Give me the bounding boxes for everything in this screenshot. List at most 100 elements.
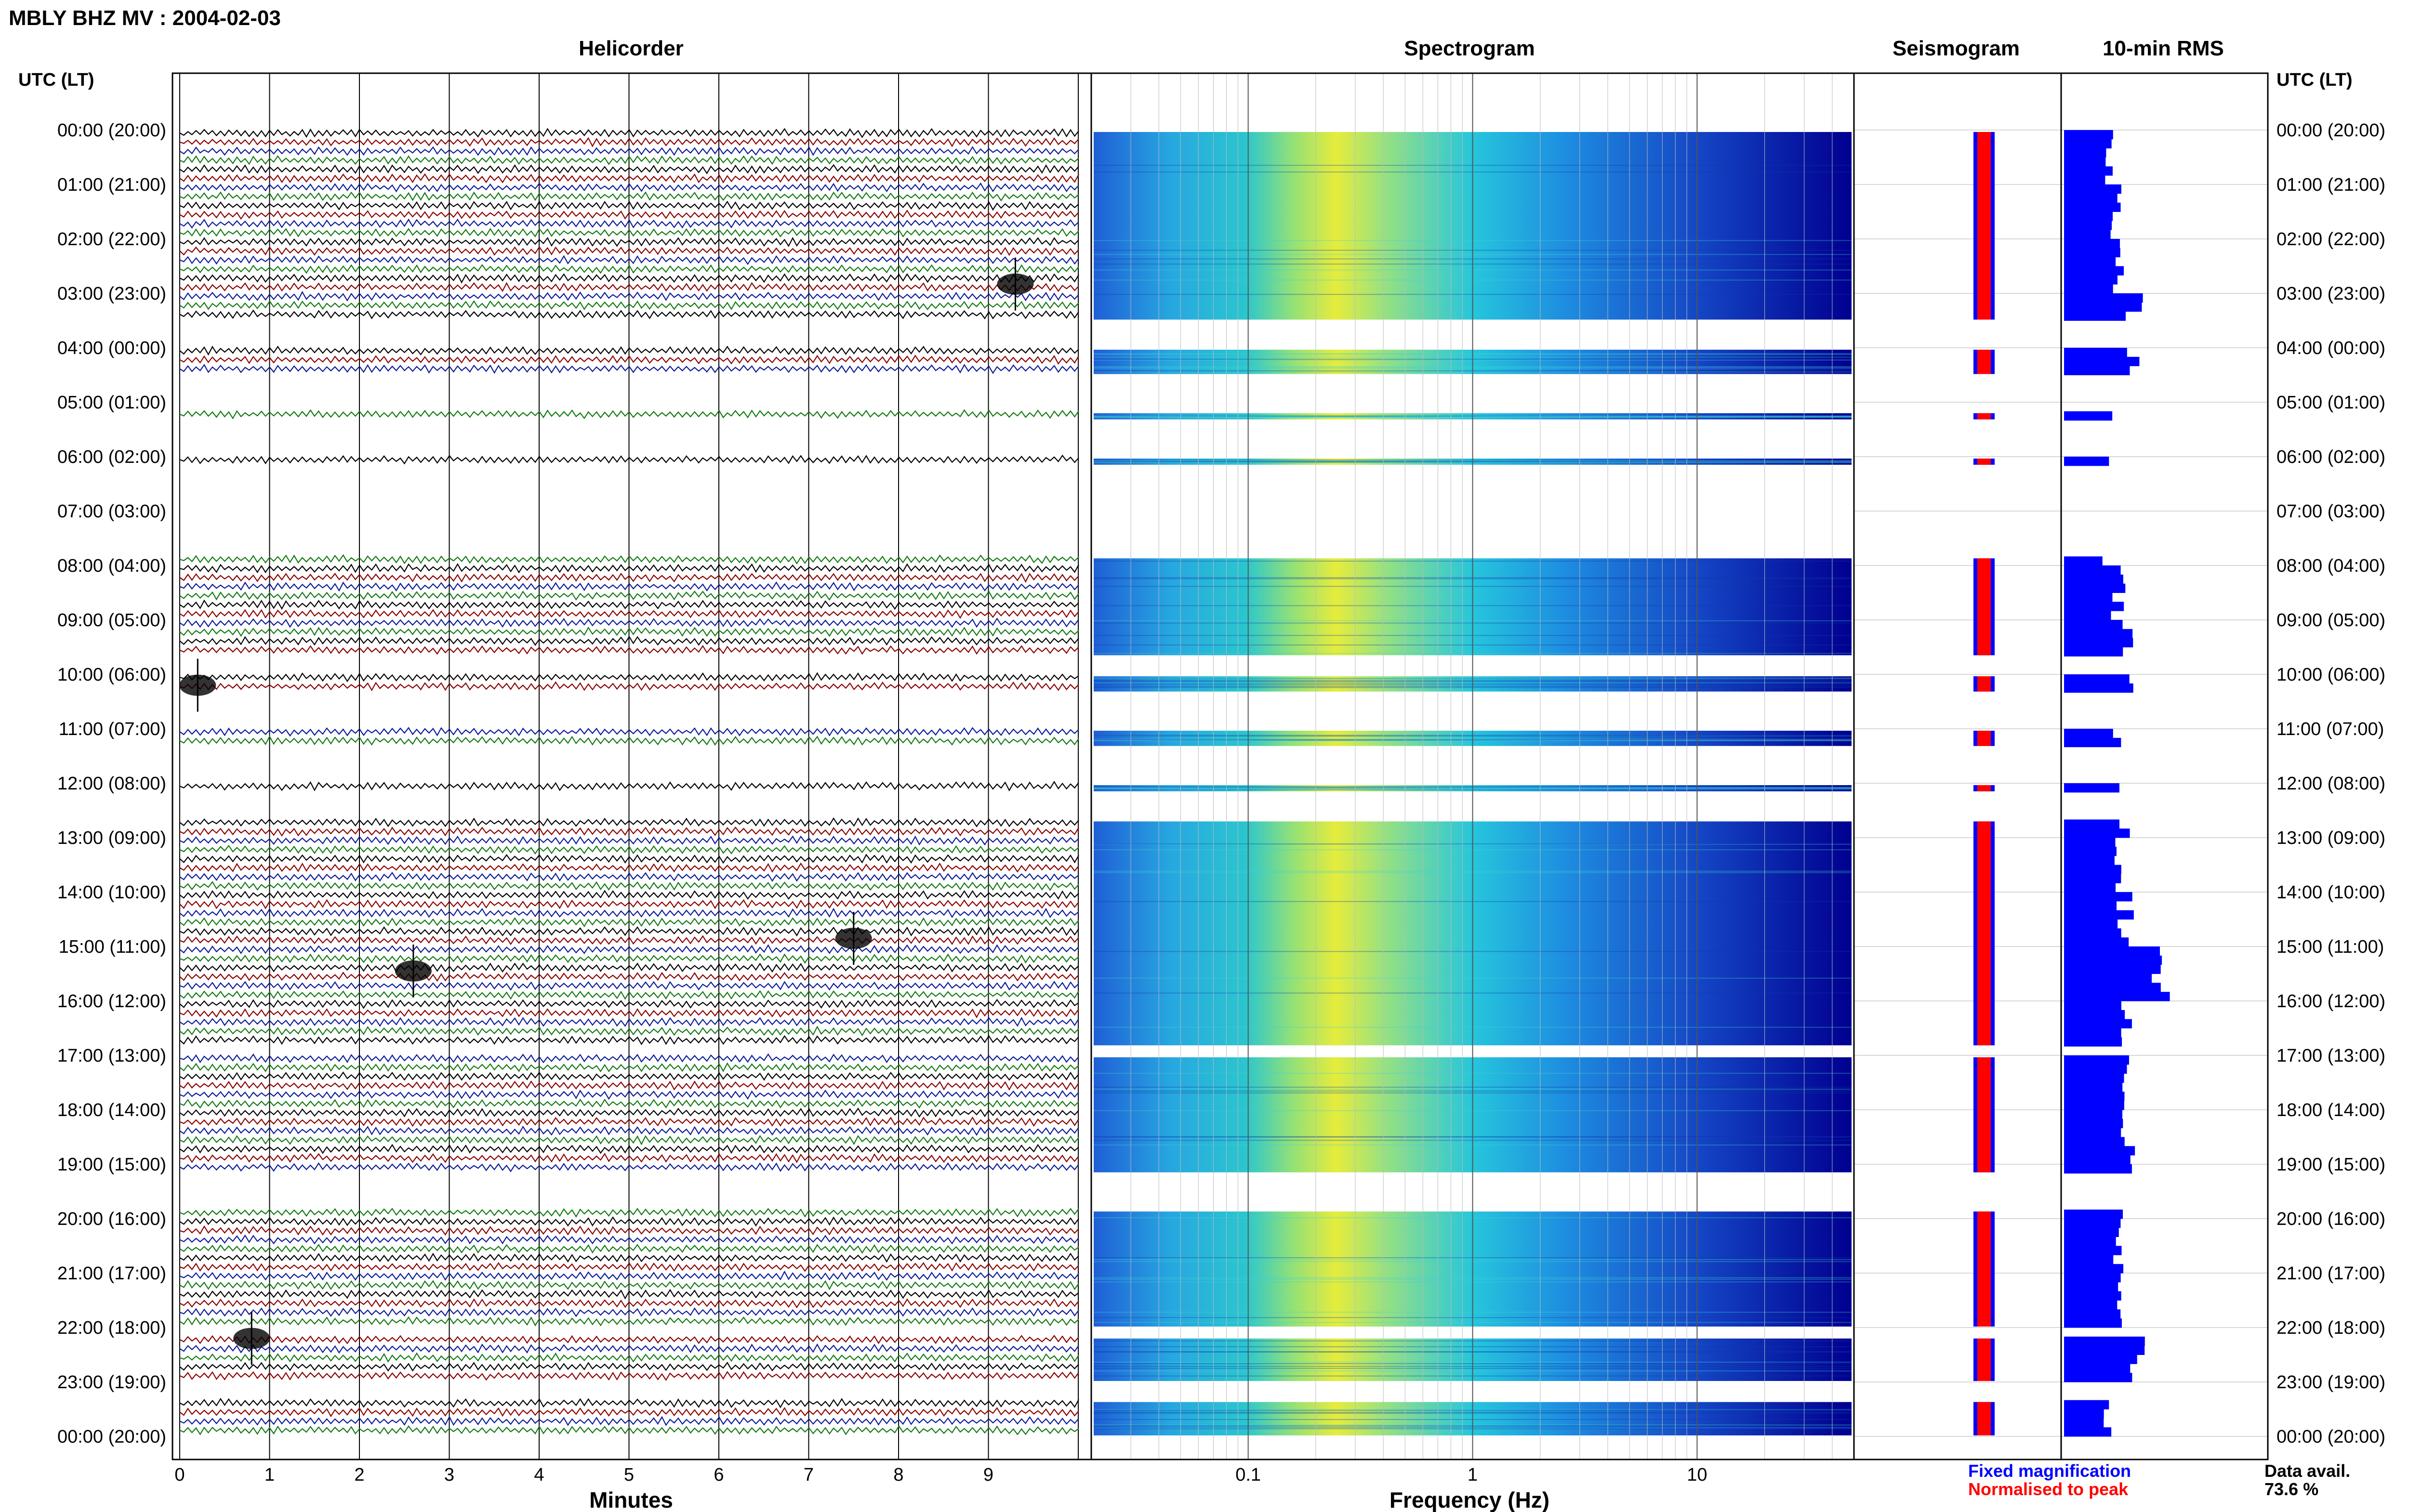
rms-bar — [2064, 348, 2127, 357]
rms-bar — [2064, 221, 2112, 230]
helicorder-trace — [179, 1062, 1079, 1073]
helicorder-trace — [179, 780, 1079, 792]
rms-bar — [2064, 411, 2113, 421]
helicorder-trace — [179, 228, 1079, 238]
helicorder-trace — [179, 835, 1079, 846]
time-label-left: 09:00 (05:00) — [57, 610, 166, 631]
time-label-right: 15:00 (11:00) — [2277, 937, 2384, 957]
helicorder-trace — [179, 573, 1079, 583]
rms-bar — [2064, 729, 2113, 738]
helicorder-trace — [179, 290, 1079, 302]
time-label-left: 01:00 (21:00) — [57, 175, 166, 195]
seismogram-normalised — [1977, 821, 1991, 1046]
helicorder-trace — [179, 1280, 1079, 1290]
helicorder-trace — [179, 345, 1079, 356]
rms-bar — [2064, 855, 2115, 865]
time-label-right: 14:00 (10:00) — [2277, 882, 2385, 903]
helicorder-trace — [179, 1107, 1079, 1118]
rms-bar — [2064, 366, 2130, 375]
helicorder-trace — [179, 935, 1079, 946]
rms-bar — [2064, 1001, 2121, 1011]
rms-bar — [2064, 1409, 2104, 1419]
rms-bar — [2064, 230, 2111, 239]
rms-bar — [2064, 1137, 2125, 1146]
helicorder-trace — [179, 871, 1079, 882]
helicorder-trace — [179, 364, 1079, 374]
utc-label-left: UTC (LT) — [18, 70, 94, 90]
time-label-left: 14:00 (10:00) — [57, 882, 166, 903]
data-avail-value: 73.6 % — [2264, 1479, 2318, 1499]
rms-bar — [2064, 139, 2112, 149]
minute-tick-label: 7 — [804, 1465, 814, 1485]
helicorder-trace — [179, 173, 1079, 184]
rms-bar — [2064, 257, 2116, 266]
rms-bar — [2064, 783, 2119, 793]
time-label-left: 05:00 (01:00) — [57, 393, 166, 413]
rms-bar — [2064, 846, 2117, 856]
helicorder-trace — [179, 817, 1079, 828]
rms-bar — [2064, 901, 2117, 911]
helicorder-trace — [179, 990, 1079, 1000]
helicorder-trace — [179, 1162, 1079, 1172]
helicorder-trace — [179, 1252, 1079, 1263]
seismogram-normalised — [1977, 1338, 1991, 1381]
time-label-right: 13:00 (09:00) — [2277, 828, 2385, 848]
rms-bar — [2064, 248, 2120, 258]
time-label-right: 16:00 (12:00) — [2277, 991, 2385, 1012]
helicorder-trace — [179, 1425, 1079, 1435]
seismogram-frame — [1853, 72, 2062, 1460]
helicorder-trace — [179, 255, 1079, 265]
helicorder-trace — [179, 899, 1079, 909]
helicorder-trace — [179, 672, 1079, 683]
helicorder-trace — [179, 1116, 1079, 1127]
helicorder-trace — [179, 1288, 1079, 1300]
rms-bar — [2064, 1418, 2104, 1428]
minute-tick-label: 8 — [893, 1465, 903, 1485]
helicorder-trace — [179, 972, 1079, 982]
time-label-right: 11:00 (07:00) — [2277, 719, 2384, 739]
time-axis-labels: 00:00 (20:00) 00:00 (20:00) 01:00 (21:00) 0… — [57, 120, 2385, 1447]
rms-bar — [2064, 284, 2113, 294]
helicorder-trace — [179, 917, 1079, 928]
time-label-right: 00:00 (20:00) — [2277, 120, 2385, 141]
utc-label-right: UTC (LT) — [2277, 70, 2353, 90]
rms-bar — [2064, 1128, 2121, 1137]
minute-tick-label: 2 — [354, 1465, 364, 1485]
helicorder-title: Helicorder — [579, 37, 684, 60]
time-label-right: 10:00 (06:00) — [2277, 665, 2385, 685]
rms-bar — [2064, 1236, 2116, 1246]
minute-tick-label: 3 — [444, 1465, 454, 1485]
rms-bar — [2064, 166, 2113, 176]
rms-bar — [2064, 175, 2105, 185]
helicorder-trace — [179, 273, 1079, 284]
helicorder-trace — [179, 1407, 1079, 1418]
helicorder-trace — [179, 1307, 1079, 1317]
rms-bar — [2064, 629, 2133, 639]
rms-bar — [2064, 874, 2121, 883]
helicorder-trace — [179, 128, 1079, 138]
time-label-right: 01:00 (21:00) — [2277, 175, 2385, 195]
helicorder-trace — [179, 355, 1079, 365]
data-avail-label: Data avail. — [2264, 1461, 2350, 1481]
time-label-right: 23:00 (19:00) — [2277, 1372, 2385, 1393]
time-label-left: 15:00 (11:00) — [59, 937, 166, 957]
spectrogram-panel — [1090, 72, 1855, 1460]
time-label-right: 05:00 (01:00) — [2277, 393, 2385, 413]
minute-tick-label: 4 — [534, 1465, 544, 1485]
rms-bar — [2064, 937, 2129, 947]
time-label-right: 22:00 (18:00) — [2277, 1318, 2385, 1338]
rms-panel — [2060, 72, 2269, 1460]
seismogram-title: Seismogram — [1893, 37, 2020, 60]
helicorder-trace — [179, 1016, 1079, 1027]
rms-bar — [2064, 266, 2124, 276]
time-label-left: 00:00 (20:00) — [57, 120, 166, 141]
time-label-left: 23:00 (19:00) — [57, 1372, 166, 1393]
rms-bar — [2064, 556, 2103, 566]
helicorder-trace — [179, 681, 1079, 692]
time-label-right: 07:00 (03:00) — [2277, 501, 2385, 522]
rms-bar — [2064, 647, 2123, 657]
rms-bar — [2064, 1064, 2127, 1074]
rms-bar — [2064, 1255, 2114, 1264]
helicorder-trace — [179, 1316, 1079, 1327]
rms-bar — [2064, 611, 2111, 620]
